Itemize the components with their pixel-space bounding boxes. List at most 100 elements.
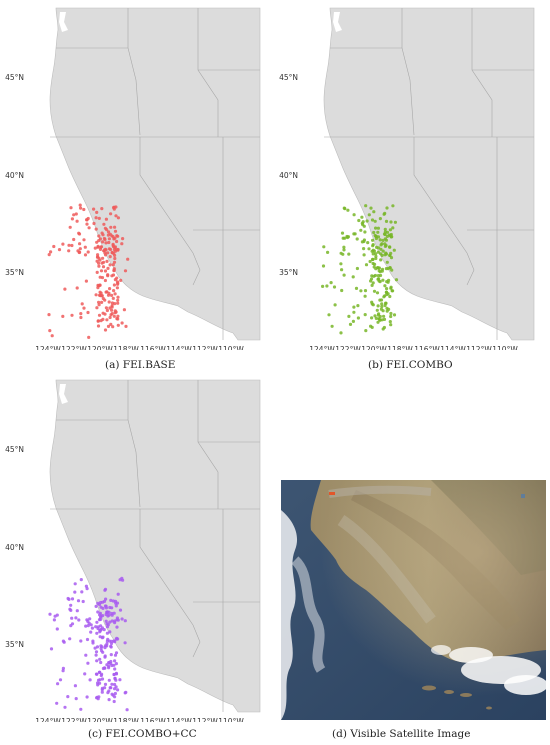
fire-point (362, 253, 366, 257)
fire-point (369, 279, 373, 283)
fire-point (348, 322, 353, 326)
puget-sound (333, 12, 342, 32)
state-border (401, 8, 415, 136)
fire-point (70, 622, 75, 626)
fire-point (83, 672, 87, 676)
fire-point (377, 266, 381, 270)
fire-point (115, 625, 119, 629)
fire-point (85, 218, 89, 222)
map-fei-base: 45°N 40°N 35°N 124°W 122°W 120°W 118°W 116°W 114… (5, 0, 261, 350)
lon-tick-label: 112°W (192, 345, 218, 350)
fire-point (373, 314, 377, 318)
fire-point (374, 254, 378, 258)
fire-point (109, 212, 113, 216)
fire-point (354, 286, 359, 290)
fire-point (390, 268, 394, 272)
fire-point (55, 701, 59, 705)
fire-point (352, 305, 356, 309)
fire-point (100, 690, 104, 694)
fire-point (112, 314, 116, 318)
panel-fei-combo-cc: 45°N 40°N 35°N 124°W 122°W 120°W 118°W 116°W 114… (0, 372, 275, 745)
fire-point (108, 315, 112, 320)
fire-point (329, 281, 333, 285)
fire-point (116, 688, 120, 692)
map-group: 45°N 40°N 35°N 124°W 122°W 120°W 118°W 116°W 114… (279, 0, 535, 350)
fire-point (47, 253, 51, 257)
fire-point (96, 324, 101, 328)
fire-point (95, 259, 99, 263)
fire-point (83, 253, 88, 257)
fire-point (375, 308, 379, 312)
fire-point (95, 620, 99, 624)
fire-point (102, 628, 106, 632)
lon-tick-label: 124°W (35, 345, 61, 350)
state-border (471, 8, 493, 137)
fire-point (101, 317, 105, 321)
fire-point (108, 306, 112, 310)
fire-point (98, 283, 102, 287)
fire-point (391, 204, 395, 208)
fire-point (104, 290, 108, 294)
fire-point (78, 203, 82, 207)
fire-point (108, 263, 112, 267)
lon-tick-label: 114°W (440, 345, 466, 350)
fire-point (106, 637, 110, 641)
fire-point (389, 285, 393, 289)
map-group: 45°N 40°N 35°N 124°W 122°W 120°W 118°W 116°W 114… (5, 0, 261, 350)
fire-point (347, 314, 351, 318)
fire-point (104, 612, 108, 617)
fire-point (385, 309, 389, 313)
fire-point (383, 237, 387, 241)
lon-tick-label: 116°W (140, 717, 166, 722)
fire-point (61, 314, 65, 318)
lat-tick-label: 35°N (5, 640, 24, 649)
fire-point (381, 327, 385, 331)
lon-tick-label: 118°W (387, 345, 413, 350)
fire-point (95, 645, 100, 649)
fire-point (332, 285, 337, 289)
lon-tick-label: 120°W (87, 345, 113, 350)
fire-point (115, 616, 119, 620)
fire-point (95, 240, 99, 244)
fire-point (99, 660, 103, 665)
fire-point (376, 235, 381, 239)
fire-point (100, 231, 104, 235)
fire-point (390, 289, 394, 293)
fire-point (86, 661, 90, 665)
fire-point (96, 610, 100, 614)
fire-point (91, 641, 95, 645)
fire-point (366, 241, 370, 245)
fire-point (103, 686, 107, 690)
fire-point (390, 235, 394, 239)
fire-point (113, 256, 117, 261)
fire-point (382, 212, 386, 216)
fire-point (387, 233, 391, 237)
fire-point (124, 690, 128, 694)
fire-point (374, 316, 378, 320)
fire-point (106, 623, 110, 627)
fire-point (372, 230, 376, 235)
fire-point (384, 301, 388, 305)
fire-point (352, 310, 356, 314)
fire-point (105, 663, 109, 667)
fire-point (74, 212, 78, 216)
fire-point (106, 251, 110, 255)
fire-point (102, 666, 107, 670)
fire-point (101, 635, 105, 639)
fire-point (120, 242, 124, 246)
fire-point (77, 231, 81, 235)
fire-point (376, 320, 380, 324)
fire-point (79, 315, 83, 320)
fire-point (116, 323, 120, 327)
fire-point (113, 659, 117, 663)
fire-point (107, 689, 111, 693)
fire-point (372, 210, 376, 214)
fire-point (84, 279, 88, 283)
fire-point (96, 697, 100, 701)
fire-point (70, 597, 75, 601)
fire-point (84, 624, 88, 628)
fire-point (68, 607, 72, 611)
fire-point (385, 287, 389, 291)
fire-point (388, 253, 392, 257)
fire-point (368, 259, 372, 264)
